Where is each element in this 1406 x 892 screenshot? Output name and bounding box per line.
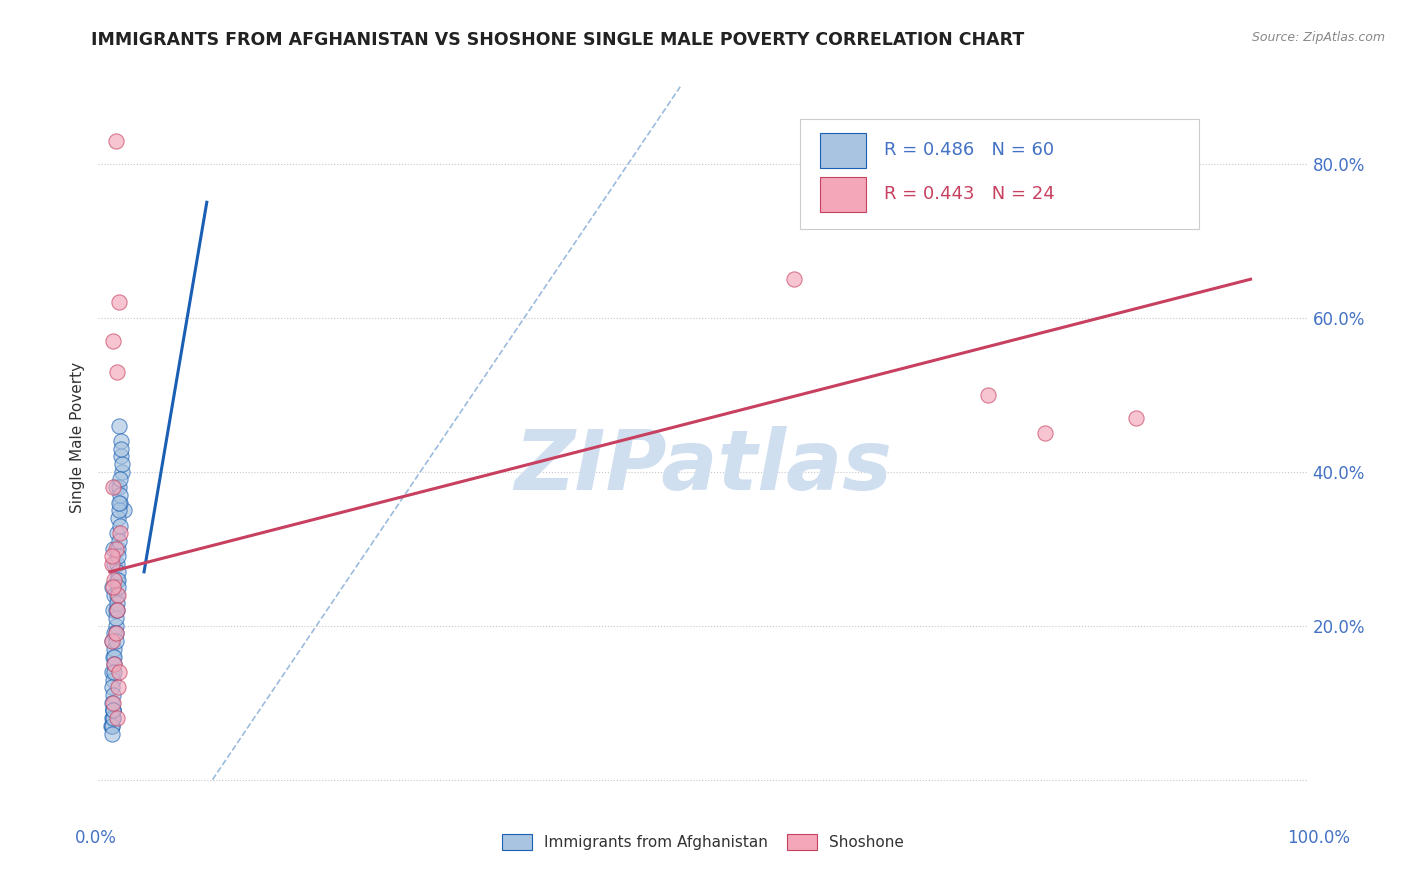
Point [104, 603, 127, 617]
Point [103, 603, 125, 617]
Point [104, 134, 127, 148]
Point [103, 696, 125, 710]
Text: ZIPatlas: ZIPatlas [515, 425, 891, 507]
Point [108, 495, 131, 509]
Point [103, 688, 125, 702]
Point [105, 365, 128, 379]
Point [107, 573, 129, 587]
Point [104, 541, 127, 556]
Text: Source: ZipAtlas.com: Source: ZipAtlas.com [1251, 31, 1385, 45]
Point [112, 503, 135, 517]
Point [1125, 410, 1147, 425]
Point [107, 580, 129, 594]
Point [104, 634, 127, 648]
Point [103, 641, 125, 656]
Point [101, 719, 124, 733]
Point [111, 465, 134, 479]
Point [104, 618, 127, 632]
Point [107, 549, 129, 564]
Point [105, 588, 128, 602]
Point [108, 418, 131, 433]
Point [101, 634, 124, 648]
Point [105, 603, 128, 617]
Point [103, 657, 125, 672]
Point [101, 719, 124, 733]
Point [104, 611, 127, 625]
Point [103, 334, 125, 348]
Point [101, 665, 124, 679]
Point [105, 596, 128, 610]
Point [108, 495, 131, 509]
Point [107, 565, 129, 579]
Point [103, 703, 125, 717]
Point [105, 573, 128, 587]
Point [103, 573, 125, 587]
Point [108, 503, 131, 517]
Point [104, 626, 127, 640]
Point [108, 480, 131, 494]
Point [104, 480, 127, 494]
Point [110, 434, 132, 448]
Point [103, 673, 125, 687]
Text: R = 0.443   N = 24: R = 0.443 N = 24 [884, 186, 1054, 203]
Point [107, 541, 129, 556]
Point [103, 588, 125, 602]
FancyBboxPatch shape [800, 119, 1199, 228]
Point [108, 295, 131, 310]
Point [101, 634, 124, 648]
Point [977, 388, 1000, 402]
FancyBboxPatch shape [820, 133, 866, 168]
Point [103, 711, 125, 725]
Point [108, 488, 131, 502]
Point [108, 665, 131, 679]
Point [107, 588, 129, 602]
Point [108, 518, 131, 533]
Point [783, 272, 806, 286]
Point [101, 726, 124, 740]
Point [103, 711, 125, 725]
Point [101, 711, 124, 725]
Point [103, 665, 125, 679]
Point [105, 526, 128, 541]
Point [103, 703, 125, 717]
Point [100, 719, 122, 733]
Point [108, 526, 131, 541]
Point [107, 511, 129, 525]
Point [103, 657, 125, 672]
Legend: Immigrants from Afghanistan, Shoshone: Immigrants from Afghanistan, Shoshone [502, 834, 904, 850]
Point [103, 480, 125, 494]
Point [105, 711, 128, 725]
Point [110, 450, 132, 464]
Text: IMMIGRANTS FROM AFGHANISTAN VS SHOSHONE SINGLE MALE POVERTY CORRELATION CHART: IMMIGRANTS FROM AFGHANISTAN VS SHOSHONE … [91, 31, 1025, 49]
Point [101, 696, 124, 710]
Point [107, 681, 129, 695]
Point [104, 626, 127, 640]
Point [111, 457, 134, 471]
Point [110, 442, 132, 456]
Point [103, 541, 125, 556]
Point [103, 626, 125, 640]
Text: R = 0.486   N = 60: R = 0.486 N = 60 [884, 141, 1054, 160]
Point [108, 472, 131, 486]
Point [108, 534, 131, 549]
Point [101, 681, 124, 695]
Y-axis label: Single Male Poverty: Single Male Poverty [70, 361, 86, 513]
Point [101, 580, 124, 594]
Point [103, 649, 125, 664]
Point [1033, 426, 1056, 441]
Point [103, 649, 125, 664]
Point [101, 557, 124, 571]
Text: 100.0%: 100.0% [1288, 829, 1350, 847]
Point [105, 557, 128, 571]
Point [105, 603, 128, 617]
Point [103, 557, 125, 571]
FancyBboxPatch shape [820, 177, 866, 211]
Point [103, 580, 125, 594]
Point [101, 549, 124, 564]
Point [103, 703, 125, 717]
Text: 0.0%: 0.0% [75, 829, 117, 847]
